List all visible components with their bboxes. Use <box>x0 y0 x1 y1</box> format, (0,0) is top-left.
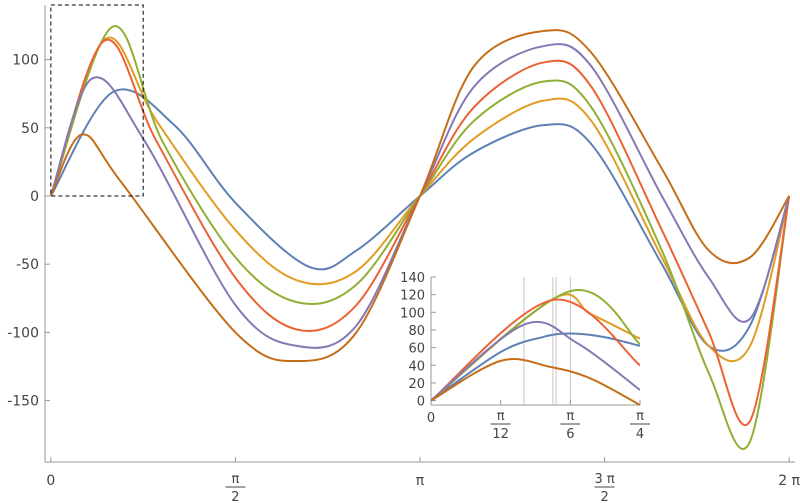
y-tick-label: 100 <box>12 53 39 69</box>
y-tick-label: -100 <box>7 325 39 341</box>
x-tick-label: 0 <box>46 473 55 489</box>
x-tick-fraction: π2 <box>225 472 246 503</box>
x-tick-denominator: 2 <box>231 490 239 503</box>
x-tick-fraction: π4 <box>630 409 650 442</box>
x-tick-denominator: 6 <box>566 427 574 442</box>
x-tick-denominator: 12 <box>492 427 509 442</box>
series-line-3 <box>49 25 791 450</box>
y-tick-label: 50 <box>21 121 39 137</box>
x-tick-numerator: π <box>497 409 505 424</box>
x-tick-denominator: 2 <box>600 490 608 503</box>
x-tick-label: 2 π <box>778 473 800 489</box>
x-tick-label: 0 <box>427 411 435 426</box>
y-tick-label: 80 <box>408 324 425 339</box>
series-line-4 <box>431 298 640 402</box>
x-tick-label: π <box>416 473 425 489</box>
y-tick-label: 40 <box>408 359 425 374</box>
main-series <box>49 25 791 450</box>
main-x-ticks: 0 π2π 3 π22 π <box>45 457 800 503</box>
x-tick-numerator: π <box>232 472 240 487</box>
y-tick-label: 0 <box>417 395 425 410</box>
series-line-4 <box>49 38 791 426</box>
x-tick-numerator: 3 π <box>594 472 614 487</box>
y-tick-label: 100 <box>400 306 425 321</box>
inset-series <box>431 289 640 405</box>
main-y-ticks: 100 50 0 -50 -100 -150 <box>7 5 50 462</box>
x-tick-numerator: π <box>566 409 574 424</box>
series-line-5 <box>49 43 791 349</box>
x-tick-numerator: π <box>636 409 644 424</box>
y-tick-label: 140 <box>400 271 425 286</box>
y-tick-label: 120 <box>400 289 425 304</box>
y-tick-label: 20 <box>408 377 425 392</box>
y-tick-label: 60 <box>408 342 425 357</box>
series-line-6 <box>49 29 790 363</box>
x-tick-fraction: π6 <box>560 409 581 442</box>
y-tick-label: -150 <box>7 394 39 410</box>
y-tick-label: 0 <box>30 189 39 205</box>
zoom-box <box>50 4 144 197</box>
x-tick-denominator: 4 <box>636 427 644 442</box>
x-tick-fraction: 3 π2 <box>594 472 614 503</box>
series-line-6 <box>431 358 640 405</box>
inset-background <box>427 272 642 434</box>
inset-y-ticks: 0 20 40 60 80 100 120 140 <box>400 271 436 410</box>
series-line-5 <box>431 320 640 402</box>
series-line-1 <box>431 332 640 402</box>
y-tick-label: -50 <box>16 257 39 273</box>
x-tick-fraction: π 12 <box>490 409 511 442</box>
